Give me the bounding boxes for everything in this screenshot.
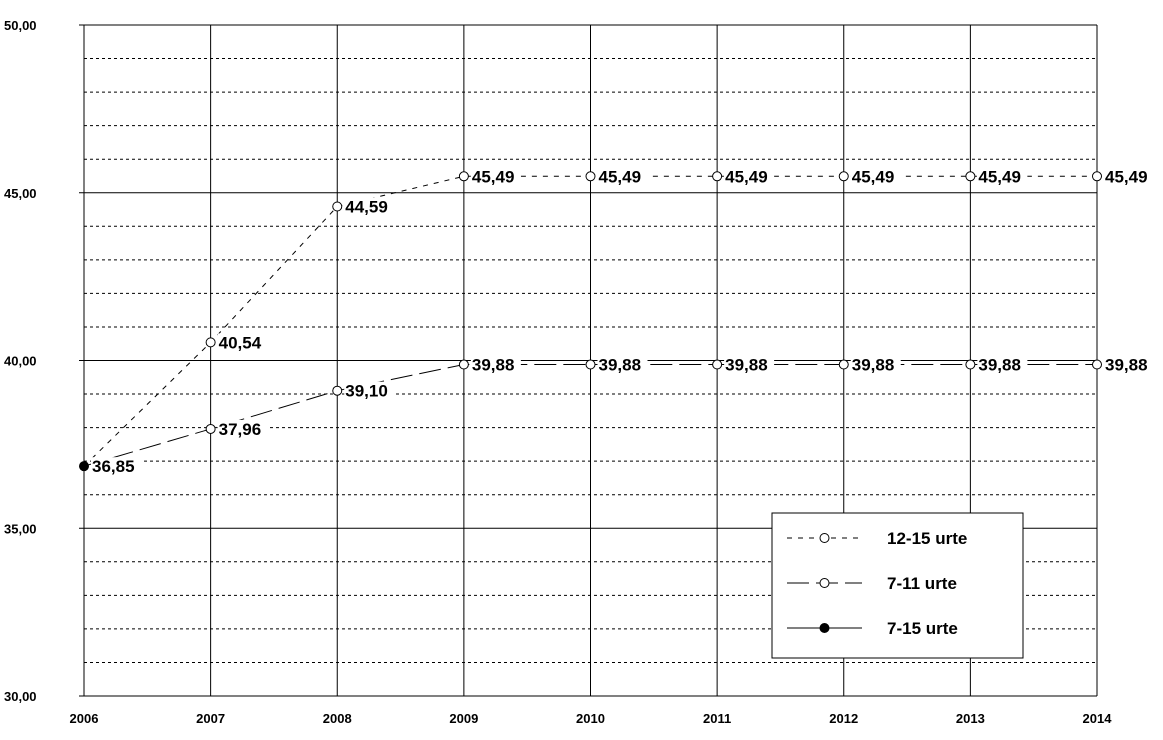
data-label-bg [597,355,648,374]
legend-label: 7-11 urte [887,574,957,593]
data-point [965,359,976,370]
data-label-bg [977,355,1028,374]
data-label-bg [1104,355,1154,374]
data-label: 40,54 [219,333,262,352]
data-point [712,359,723,370]
data-point [585,359,596,370]
data-label-bg [724,167,775,186]
data-label-bg [977,167,1028,186]
data-label: 45,49 [472,167,515,186]
data-label: 45,49 [599,167,642,186]
data-label: 45,49 [978,167,1021,186]
data-label: 45,49 [852,167,895,186]
y-tick-label: 40,00 [4,354,37,369]
x-tick-label: 2011 [703,711,731,726]
legend: 12-15 urte 7-11 urte 7-15 urte [771,512,1024,659]
data-point [585,171,596,182]
data-label: 39,88 [1105,356,1148,375]
data-label-bg [344,381,395,400]
legend-box [771,512,1024,659]
data-point [712,171,723,182]
data-label: 44,59 [345,198,388,217]
data-points [79,171,1102,472]
data-label-bg [724,355,775,374]
data-label: 45,49 [1105,167,1148,186]
data-label-bg [91,457,141,476]
data-label: 39,88 [852,356,895,375]
data-point [458,171,469,182]
data-point [205,423,216,434]
y-tick-label: 30,00 [4,689,37,704]
data-point [838,359,849,370]
data-label-bg [850,355,901,374]
data-point [458,359,469,370]
data-label: 39,88 [725,356,768,375]
data-label: 39,88 [599,356,642,375]
data-label-bg [217,333,268,352]
data-label-bg [470,355,521,374]
data-point [332,385,343,396]
x-tick-label: 2013 [956,711,985,726]
data-point [1092,359,1102,370]
data-point [965,171,976,182]
y-tick-label: 45,00 [4,186,37,201]
data-label: 39,88 [978,356,1021,375]
data-label-bg [850,167,901,186]
x-tick-label: 2010 [576,711,605,726]
tick-labels: 30,00 35,00 40,00 45,00 50,00 2006 2007 2008 200… [4,18,1112,726]
data-labels: 40,54 44,59 45,49 45,49 45,49 45,49 45,49 45,49… [91,167,1154,476]
data-label-bg [470,167,521,186]
data-label-bg [597,167,648,186]
data-label-bg [344,197,395,216]
data-label-bg [1104,167,1154,186]
data-label: 39,10 [345,382,388,401]
data-point [1092,171,1102,182]
x-tick-label: 2009 [449,711,478,726]
x-tick-label: 2014 [1083,711,1113,726]
data-label: 37,96 [219,420,262,439]
x-tick-label: 2007 [196,711,225,726]
x-tick-label: 2006 [70,711,99,726]
data-point [332,201,343,212]
axes [79,24,1097,697]
data-label: 45,49 [725,167,768,186]
data-label: 39,88 [472,356,515,375]
series-line [83,364,1097,467]
legend-marker [819,578,830,588]
y-tick-label: 50,00 [4,18,37,33]
x-tick-label: 2008 [323,711,352,726]
data-point [79,461,89,472]
legend-marker [819,623,830,633]
legend-marker [819,533,830,543]
data-label-bg [217,419,268,438]
legend-label: 12-15 urte [887,529,967,548]
y-tick-label: 35,00 [4,521,37,536]
x-tick-label: 2012 [829,711,858,726]
data-point [205,337,216,348]
data-label: 36,85 [92,457,135,476]
legend-label: 7-15 urte [887,619,958,638]
data-point [838,171,849,182]
